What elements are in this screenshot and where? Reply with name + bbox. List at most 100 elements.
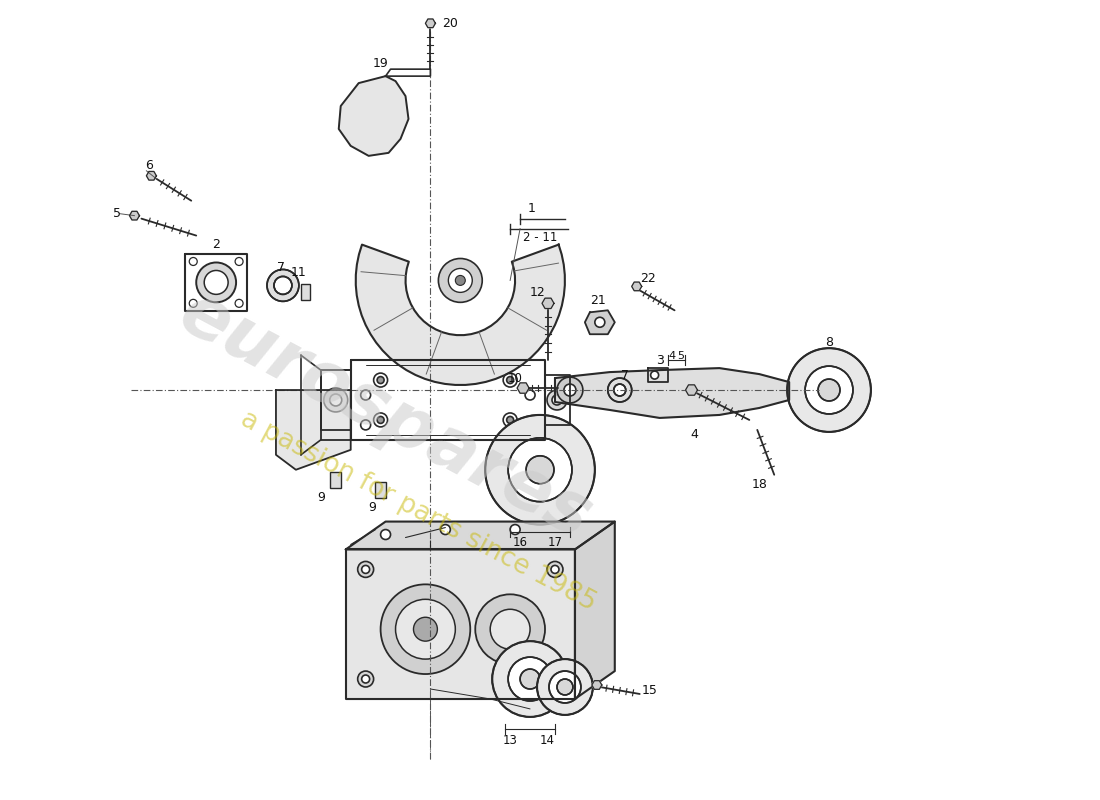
Polygon shape [575, 522, 615, 699]
Circle shape [503, 373, 517, 387]
Circle shape [449, 269, 472, 292]
Text: 4: 4 [668, 351, 675, 361]
Text: 10: 10 [508, 371, 522, 385]
Circle shape [377, 417, 384, 423]
Circle shape [557, 377, 583, 403]
Circle shape [551, 675, 559, 683]
Text: a passion for parts since 1985: a passion for parts since 1985 [236, 406, 601, 617]
Circle shape [507, 417, 514, 423]
Text: 8: 8 [825, 336, 833, 349]
Circle shape [503, 413, 517, 427]
Text: 17: 17 [548, 536, 562, 549]
Text: 21: 21 [590, 294, 606, 307]
Text: 19: 19 [373, 57, 388, 70]
Circle shape [274, 277, 292, 294]
Text: 15: 15 [641, 685, 658, 698]
Circle shape [396, 599, 455, 659]
Circle shape [547, 390, 567, 410]
Polygon shape [339, 76, 408, 156]
Circle shape [362, 566, 370, 574]
Polygon shape [517, 383, 529, 394]
Polygon shape [592, 681, 602, 690]
Polygon shape [276, 390, 351, 470]
Text: 9: 9 [317, 491, 324, 504]
Circle shape [537, 659, 593, 715]
Circle shape [788, 348, 871, 432]
Polygon shape [345, 550, 575, 699]
Circle shape [485, 415, 595, 525]
Circle shape [508, 657, 552, 701]
Circle shape [361, 420, 371, 430]
Circle shape [323, 388, 348, 412]
Circle shape [507, 377, 514, 383]
Text: 20: 20 [442, 17, 459, 30]
Text: 22: 22 [640, 272, 656, 285]
Circle shape [508, 438, 572, 502]
Text: 5: 5 [112, 207, 121, 220]
Circle shape [510, 525, 520, 534]
Circle shape [381, 530, 390, 539]
Text: 3: 3 [656, 354, 663, 366]
Circle shape [189, 258, 197, 266]
Circle shape [557, 679, 573, 695]
Text: eurospares: eurospares [167, 278, 604, 554]
Polygon shape [685, 385, 697, 395]
Text: 12: 12 [530, 286, 546, 299]
Circle shape [564, 384, 576, 396]
Circle shape [267, 270, 299, 302]
Circle shape [439, 258, 482, 302]
Circle shape [551, 566, 559, 574]
Circle shape [547, 562, 563, 578]
Circle shape [525, 420, 535, 430]
Text: 9: 9 [368, 501, 376, 514]
Circle shape [374, 413, 387, 427]
Bar [330, 472, 341, 488]
Circle shape [235, 299, 243, 307]
Polygon shape [426, 19, 436, 28]
Text: 11: 11 [292, 266, 307, 279]
Polygon shape [345, 522, 615, 550]
Circle shape [235, 258, 243, 266]
Circle shape [455, 275, 465, 286]
Circle shape [526, 456, 554, 484]
Circle shape [374, 373, 387, 387]
Text: 7: 7 [277, 261, 285, 274]
Text: 14: 14 [539, 734, 554, 747]
Polygon shape [130, 211, 140, 220]
Circle shape [614, 384, 626, 396]
Circle shape [361, 390, 371, 400]
Circle shape [595, 318, 605, 327]
Text: 1: 1 [528, 202, 536, 215]
Circle shape [377, 377, 384, 383]
Circle shape [525, 390, 535, 400]
Circle shape [358, 671, 374, 687]
Circle shape [492, 641, 568, 717]
Circle shape [805, 366, 852, 414]
Text: 16: 16 [513, 536, 528, 549]
Circle shape [491, 610, 530, 649]
Circle shape [205, 270, 228, 294]
Text: 4: 4 [691, 428, 698, 442]
Circle shape [362, 675, 370, 683]
Text: 18: 18 [751, 478, 767, 491]
Circle shape [552, 395, 562, 405]
Bar [375, 482, 386, 498]
Circle shape [381, 584, 471, 674]
Polygon shape [355, 245, 564, 385]
Circle shape [196, 262, 236, 302]
Polygon shape [542, 298, 554, 309]
Circle shape [608, 378, 631, 402]
Polygon shape [146, 171, 156, 180]
Bar [301, 285, 310, 300]
Circle shape [650, 371, 659, 379]
Circle shape [330, 394, 342, 406]
Text: 7: 7 [620, 369, 629, 382]
Text: 6: 6 [145, 159, 153, 172]
Text: 2 - 11: 2 - 11 [522, 231, 558, 244]
Circle shape [414, 618, 438, 641]
Circle shape [549, 671, 581, 703]
Circle shape [440, 525, 450, 534]
Polygon shape [631, 282, 641, 290]
Circle shape [547, 671, 563, 687]
Text: 13: 13 [503, 734, 518, 747]
